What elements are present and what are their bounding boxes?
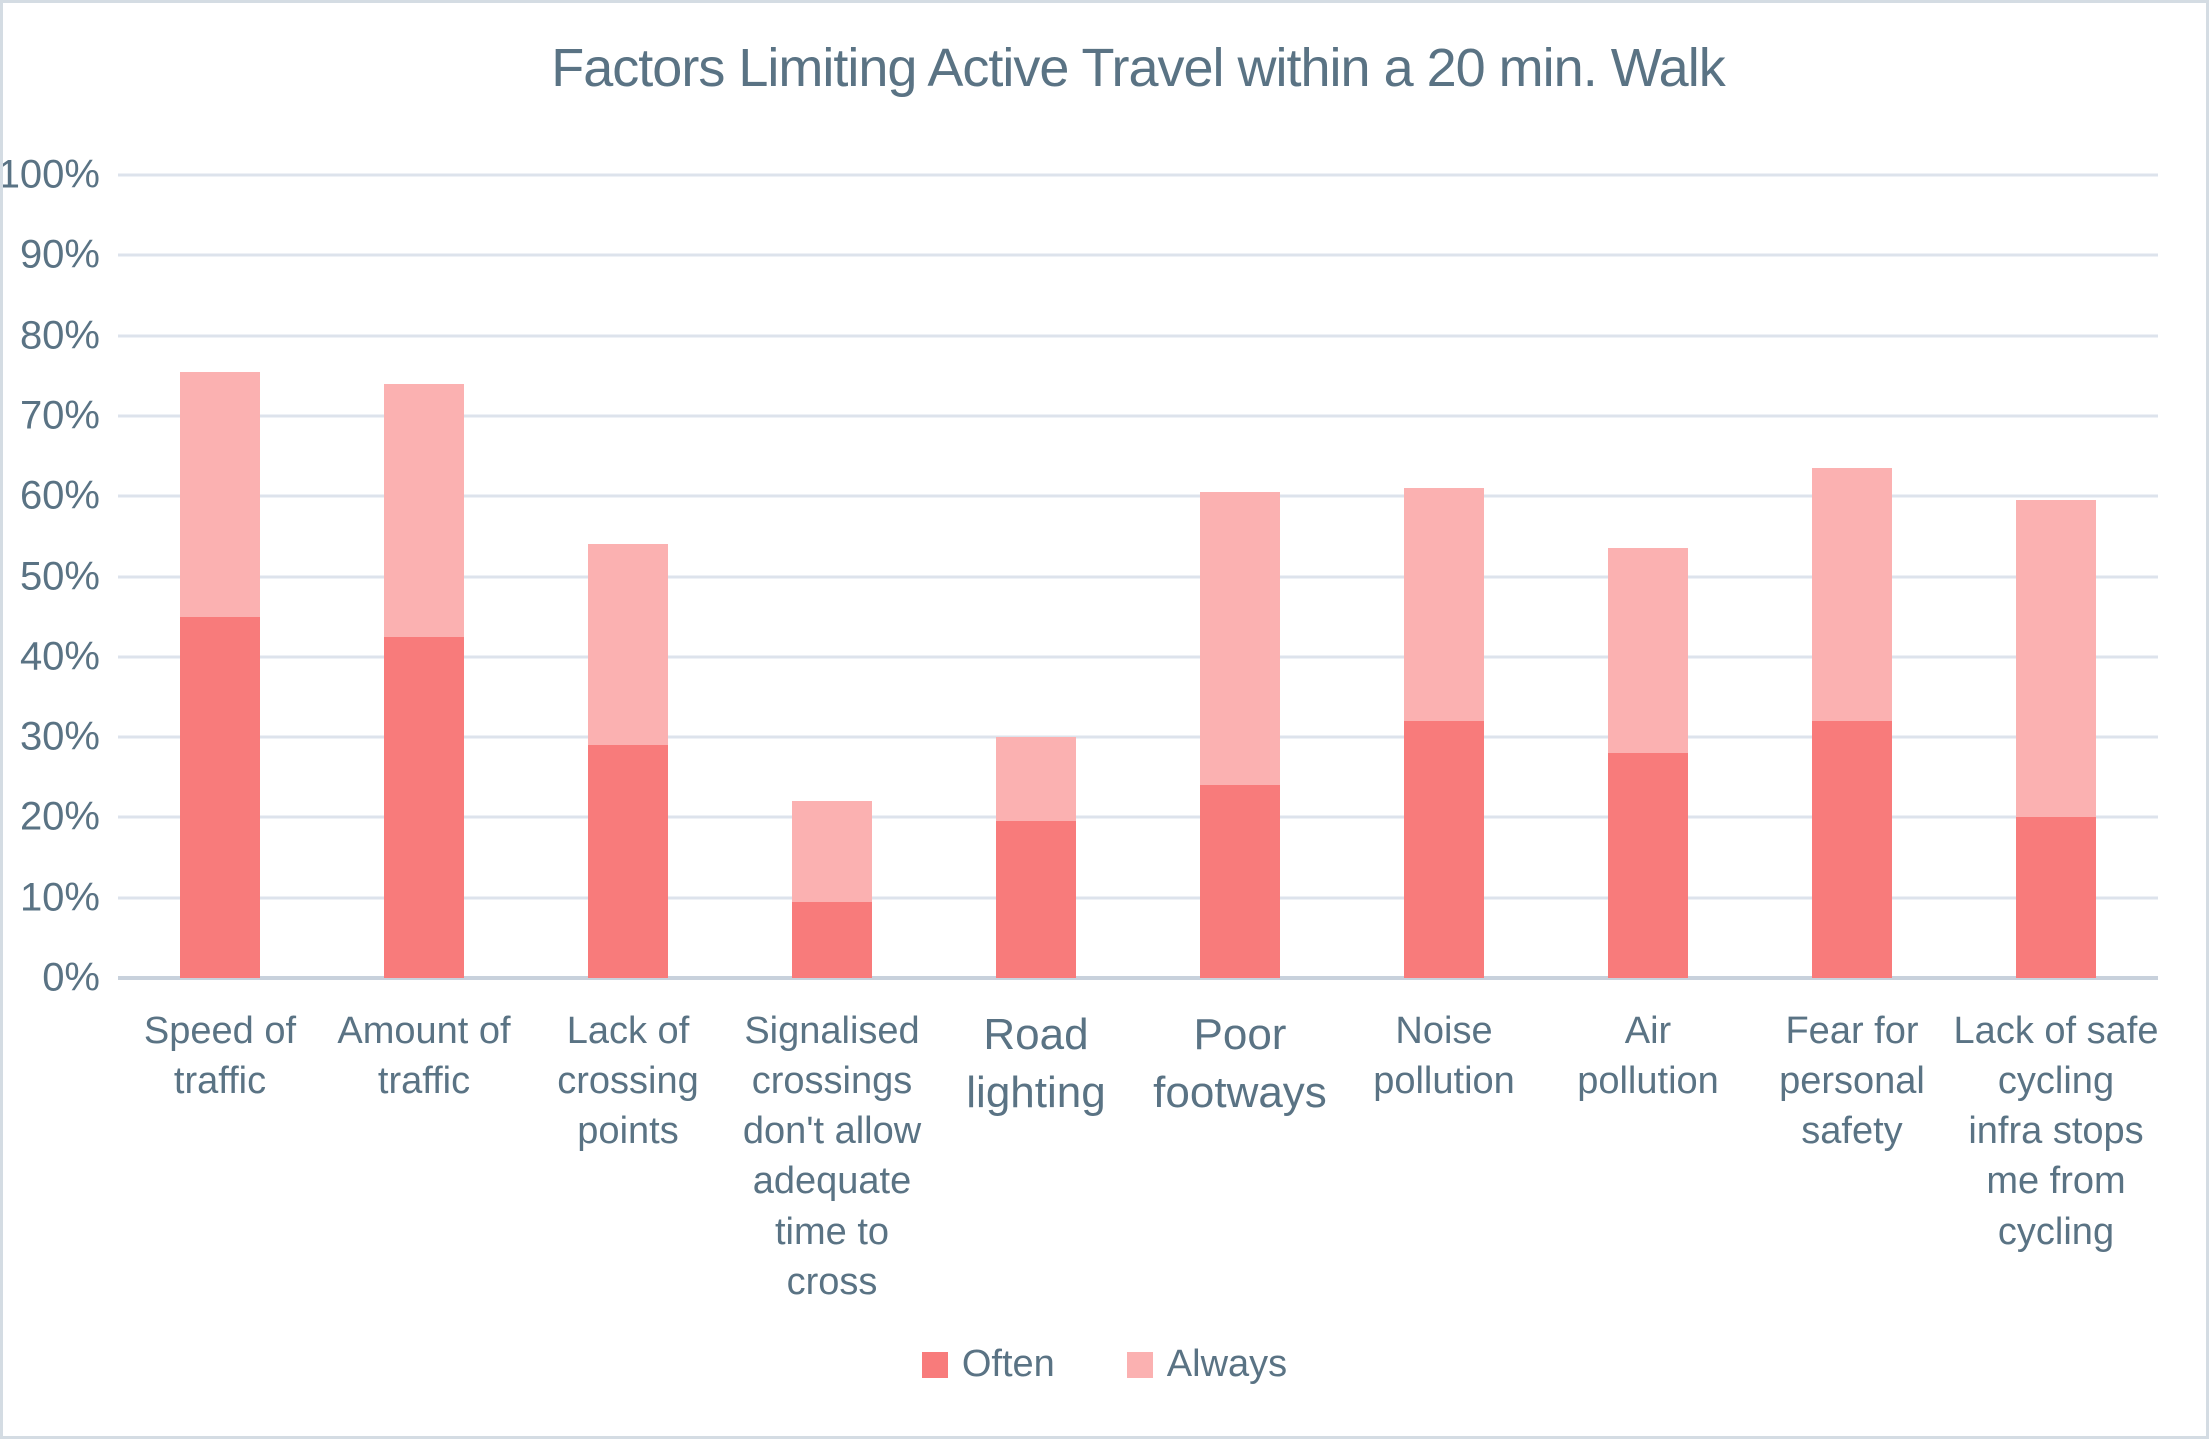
chart-title: Factors Limiting Active Travel within a …	[551, 38, 1725, 98]
bar-segment-often	[1404, 721, 1484, 978]
bar-segment-always	[588, 544, 668, 746]
y-axis-tick-label: 50%	[19, 554, 100, 598]
y-axis-tick-label: 60%	[19, 473, 100, 518]
category-label: Lack of safe cycling infra stops me from…	[1953, 1010, 2159, 1253]
gridline	[118, 896, 2158, 900]
category-slot	[1342, 175, 1546, 978]
category-label: Amount of traffic	[337, 1010, 511, 1103]
legend-label-always: Always	[1166, 1343, 1288, 1385]
y-axis-tick-label: 10%	[19, 875, 100, 920]
y-axis-tick-label: 0%	[42, 955, 100, 1000]
category-label: Air pollution	[1577, 1010, 1719, 1103]
bar-segment-often	[1608, 753, 1688, 978]
plot-area: 100% 90% 80% 70% 60% 50% 40% 30% 20% 10% 0%	[3, 153, 2158, 1000]
bar-segment-always	[1608, 548, 1688, 754]
bar-segment-often	[1200, 785, 1280, 978]
bar-segment-always	[996, 737, 1076, 822]
stacked-bar	[588, 175, 668, 978]
stacked-bar	[1404, 175, 1484, 978]
gridline	[118, 253, 2158, 257]
gridline	[118, 655, 2158, 659]
legend-item-always: Always	[1126, 1343, 1288, 1386]
bar-segment-always	[792, 801, 872, 902]
stacked-bar	[1812, 175, 1892, 978]
stacked-bar	[996, 175, 1076, 978]
bar-segment-often	[588, 745, 668, 978]
stacked-bar	[2016, 175, 2096, 978]
stacked-bar	[180, 175, 260, 978]
legend: Often Always	[3, 1343, 2206, 1386]
gridline	[118, 575, 2158, 578]
category-label: Signalised crossings don't allow adequat…	[742, 1010, 922, 1303]
gridline	[118, 494, 2158, 498]
x-axis-labels: Speed of traffic Amount of traffic Lack of…	[118, 1006, 2159, 1336]
y-axis-tick-label: 70%	[19, 393, 100, 438]
category-slot	[1954, 175, 2158, 978]
legend-swatch-always-icon	[1126, 1351, 1153, 1378]
bar-segment-always	[384, 383, 464, 637]
legend-item-often: Often	[921, 1343, 1055, 1386]
gridline	[118, 735, 2158, 739]
category-slot	[1138, 175, 1342, 978]
y-axis-tick-label: 30%	[19, 714, 100, 759]
legend-swatch-often-icon	[921, 1351, 948, 1378]
bar-segment-always	[2016, 500, 2096, 818]
bar-segment-often	[792, 901, 872, 978]
legend-label-often: Often	[961, 1343, 1055, 1385]
y-axis-tick-label: 100%	[0, 152, 100, 197]
category-label: Noise pollution	[1373, 1010, 1515, 1103]
category-slot	[118, 175, 322, 978]
gridline	[118, 815, 2158, 819]
bar-segment-always	[180, 371, 260, 617]
bar-segment-often	[384, 636, 464, 978]
bar-segment-always	[1812, 468, 1892, 722]
category-slot	[934, 175, 1138, 978]
category-slot	[322, 175, 526, 978]
category-label: Road lighting	[966, 1010, 1106, 1118]
stacked-bar	[792, 175, 872, 978]
category-label: Speed of traffic	[143, 1010, 297, 1103]
stacked-bar	[384, 175, 464, 978]
y-axis-tick-label: 40%	[19, 634, 100, 679]
bar-segment-often	[1812, 721, 1892, 978]
category-label: Fear for personal safety	[1779, 1010, 1925, 1153]
gridline	[118, 334, 2158, 338]
stacked-bar	[1608, 175, 1688, 978]
y-axis-tick-label: 90%	[19, 232, 100, 277]
category-slot	[1546, 175, 1750, 978]
bar-segment-often	[180, 616, 260, 978]
category-slot	[526, 175, 730, 978]
bar-segment-always	[1200, 492, 1280, 786]
bar-segment-often	[996, 821, 1076, 978]
gridline	[118, 173, 2158, 177]
bar-segment-often	[2016, 817, 2096, 978]
category-slot	[1750, 175, 1954, 978]
x-axis-line	[118, 976, 2158, 980]
y-axis-tick-label: 20%	[19, 794, 100, 839]
category-label: Lack of crossing points	[557, 1010, 699, 1153]
y-axis-tick-label: 80%	[19, 313, 100, 358]
gridline	[118, 414, 2158, 418]
category-slot	[730, 175, 934, 978]
bar-segment-always	[1404, 488, 1484, 722]
category-label: Poor footways	[1153, 1010, 1327, 1118]
stacked-bar	[1200, 175, 1280, 978]
